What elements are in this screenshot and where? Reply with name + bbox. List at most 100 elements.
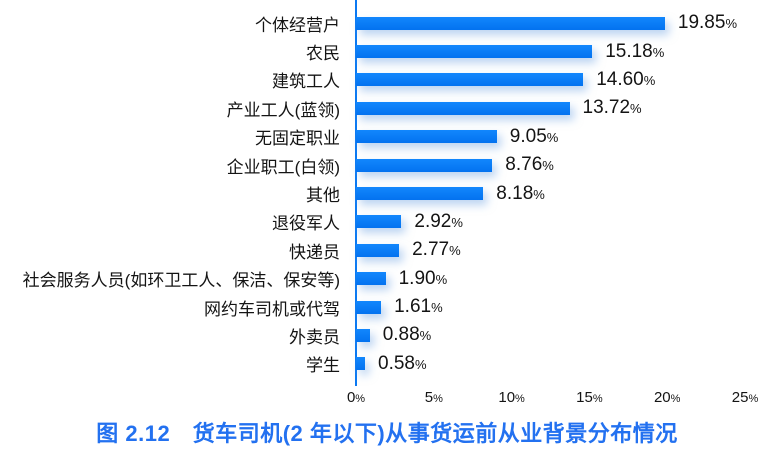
value-label: 1.61% [394,296,443,318]
bar-track: 0.88% [347,324,431,346]
bar-track: 2.77% [347,239,461,261]
bar [356,357,365,371]
x-tick-label: 15% [576,389,602,406]
x-tick-label: 10% [498,389,524,406]
value-label: 8.18% [496,183,545,205]
value-number: 14.60 [596,68,644,90]
tick-number: 25 [731,389,749,406]
value-label: 2.77% [412,239,461,261]
value-percent-sign: % [451,214,463,230]
bar-track: 0.58% [347,353,427,375]
value-label: 8.76% [505,154,554,176]
value-number: 2.92 [414,210,452,232]
bar-row: 其他 8.18% [0,179,774,207]
value-percent-sign: % [546,129,559,145]
category-label: 社会服务人员(如环卫工人、保洁、保安等) [22,271,340,291]
bar [356,73,584,87]
bar-row: 企业职工(白领) 8.76% [0,151,774,179]
category-label: 无固定职业 [255,129,340,149]
bar-track: 15.18% [347,41,664,63]
value-label: 14.60% [596,69,655,91]
value-percent-sign: % [419,328,432,344]
bar-row: 外卖员 0.88% [0,321,774,349]
bar-row: 学生 0.58% [0,350,774,378]
tick-number: 0 [346,389,356,406]
bar-row: 农民 15.18% [0,37,774,65]
category-label: 网约车司机或代驾 [204,299,340,319]
x-tick-label: 25% [732,389,758,406]
category-label: 外卖员 [289,327,340,347]
tick-percent-sign: % [515,393,525,405]
bar-row: 建筑工人 14.60% [0,66,774,94]
bar [356,45,593,59]
value-percent-sign: % [542,158,554,174]
bar [356,130,497,144]
tick-percent-sign: % [670,393,681,405]
bar-row: 社会服务人员(如环卫工人、保洁、保安等) 1.90% [0,265,774,293]
bar [356,101,570,115]
value-percent-sign: % [431,300,443,316]
bar-row: 网约车司机或代驾 1.61% [0,293,774,321]
value-number: 1.61 [394,296,432,318]
bar-track: 8.76% [347,154,554,176]
bar-row: 快递员 2.77% [0,236,774,264]
bar-track: 14.60% [347,69,655,91]
value-percent-sign: % [449,243,461,259]
bar-chart: 个体经营户 19.85% 农民 15.18% 建筑工人 14.60% 产业工人(蓝领) 13.… [0,0,774,409]
value-number: 0.88 [382,324,420,346]
value-label: 13.72% [583,97,642,119]
value-label: 9.05% [510,126,559,148]
category-label: 企业职工(白领) [226,157,340,177]
bar-row: 个体经营户 19.85% [0,9,774,37]
value-percent-sign: % [414,356,427,372]
value-number: 13.72 [582,97,631,119]
tick-number: 20 [653,389,671,406]
chart-caption: 图 2.12 货车司机(2 年以下)从事货运前从业背景分布情况 [96,421,678,446]
bar-track: 8.18% [347,183,545,205]
tick-number: 5 [424,389,434,406]
value-percent-sign: % [630,101,642,117]
value-label: 2.92% [414,211,463,233]
value-number: 8.18 [496,182,534,204]
value-number: 8.76 [505,154,543,176]
value-label: 0.58% [378,353,427,375]
tick-percent-sign: % [592,393,603,405]
x-axis-ticks: 0% 5% 10% 15% 20% 25% [347,389,758,409]
value-percent-sign: % [533,186,545,202]
x-tick-label: 5% [425,389,443,406]
value-number: 19.85 [677,12,726,34]
bar [356,272,386,286]
bar-rows: 个体经营户 19.85% 农民 15.18% 建筑工人 14.60% 产业工人(蓝领) 13.… [0,9,774,378]
bar [356,16,665,30]
bar-row: 退役军人 2.92% [0,208,774,236]
bar-track: 13.72% [347,97,642,119]
category-label: 其他 [306,186,340,206]
value-label: 15.18% [605,41,664,63]
value-percent-sign: % [435,271,448,287]
bar [356,243,400,257]
category-label: 学生 [306,356,340,376]
bar-track: 2.92% [347,211,463,233]
tick-number: 15 [576,389,593,406]
value-percent-sign: % [643,72,656,88]
category-label: 个体经营户 [255,15,340,35]
value-number: 0.58 [378,352,415,374]
value-percent-sign: % [725,16,737,32]
value-number: 15.18 [605,40,653,62]
value-label: 1.90% [399,268,448,290]
value-label: 0.88% [383,324,432,346]
category-label: 快递员 [289,242,340,262]
x-tick-label: 0% [347,389,365,406]
bar [356,328,370,342]
value-number: 1.90 [398,267,436,289]
category-label: 建筑工人 [272,72,340,92]
category-label: 退役军人 [272,214,340,234]
tick-percent-sign: % [748,393,759,405]
tick-number: 10 [498,389,516,406]
bar-row: 产业工人(蓝领) 13.72% [0,94,774,122]
bar [356,215,402,229]
bar-track: 19.85% [347,12,737,34]
bar [356,187,484,201]
value-number: 2.77 [412,239,450,261]
value-percent-sign: % [652,44,665,60]
